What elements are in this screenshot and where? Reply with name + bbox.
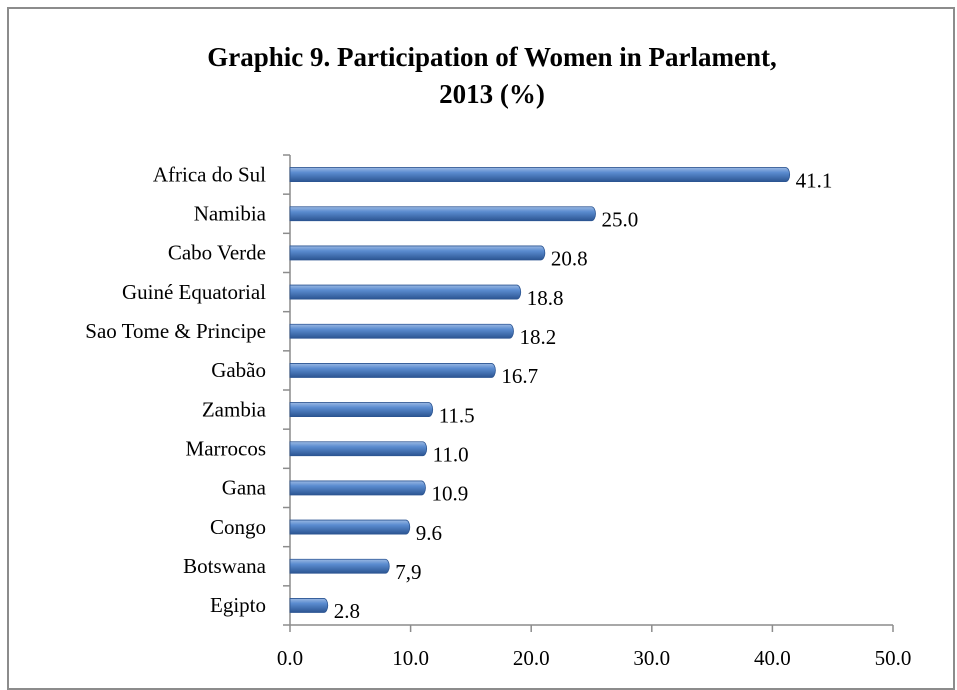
data-label: 18.2 (519, 325, 556, 349)
y-tick-label: Sao Tome & Principe (85, 319, 266, 343)
x-tick-label: 30.0 (633, 646, 670, 670)
bar (289, 519, 411, 535)
data-label: 16.7 (501, 364, 538, 388)
data-label: 11.0 (433, 443, 469, 467)
x-tick-label: 40.0 (754, 646, 791, 670)
bar (289, 558, 390, 574)
bar (289, 206, 596, 222)
bar (289, 323, 514, 339)
y-tick-label: Cabo Verde (168, 241, 266, 265)
chart-title: Graphic 9. Participation of Women in Par… (207, 42, 776, 72)
data-label: 20.8 (551, 247, 588, 271)
data-label: 10.9 (431, 482, 468, 506)
data-label: 18.8 (527, 286, 564, 310)
bar (289, 245, 546, 261)
bar (289, 363, 496, 378)
bar (289, 598, 329, 613)
y-tick-label: Africa do Sul (153, 162, 266, 186)
y-tick-label: Zambia (202, 397, 267, 421)
y-tick-label: Marrocos (186, 437, 266, 461)
y-tick-label: Congo (210, 515, 266, 539)
y-tick-label: Botswana (183, 554, 267, 578)
y-tick-label: Gana (222, 476, 267, 500)
bar (289, 441, 428, 457)
bar (289, 167, 791, 182)
y-tick-label: Egipto (210, 593, 266, 617)
x-tick-label: 50.0 (875, 646, 912, 670)
x-tick-label: 20.0 (513, 646, 550, 670)
data-label: 41.1 (796, 168, 833, 192)
data-label: 9.6 (416, 521, 442, 545)
chart-title: 2013 (%) (439, 79, 545, 109)
data-label: 11.5 (439, 403, 475, 427)
y-tick-label: Gabão (211, 358, 266, 382)
chart-frame (7, 7, 955, 690)
bar (289, 480, 426, 496)
y-tick-label: Guiné Equatorial (122, 280, 266, 304)
x-tick-label: 10.0 (392, 646, 429, 670)
data-label: 25.0 (602, 208, 639, 232)
y-tick-label: Namibia (194, 202, 267, 226)
data-label: 2.8 (334, 599, 360, 623)
bar (289, 402, 434, 417)
data-label: 7,9 (395, 560, 421, 584)
bar (289, 284, 522, 300)
x-tick-label: 0.0 (277, 646, 303, 670)
